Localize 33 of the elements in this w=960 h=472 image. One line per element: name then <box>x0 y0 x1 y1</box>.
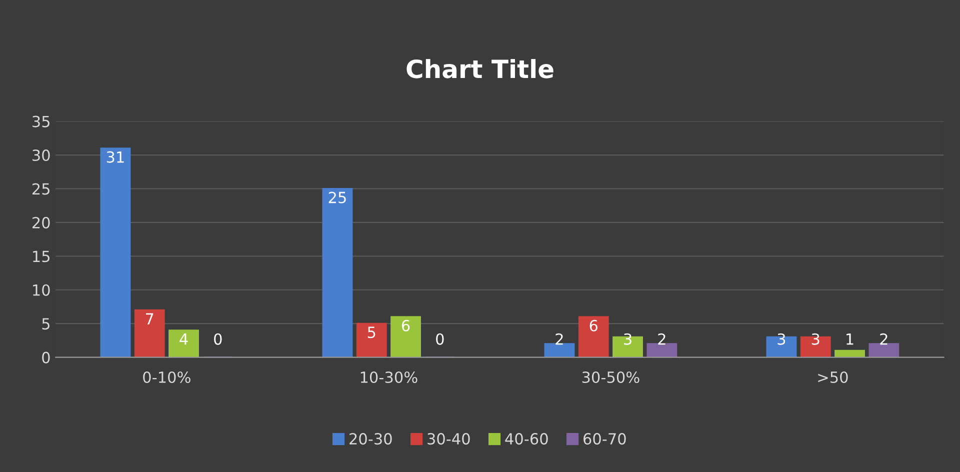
x-tick-label: 0-10% <box>143 371 190 384</box>
data-label: 2 <box>556 333 563 345</box>
y-tick-label: 20 <box>32 216 50 228</box>
data-label: 3 <box>778 333 786 345</box>
legend-label: 20-30 <box>350 433 392 445</box>
data-label: 7 <box>146 313 154 324</box>
x-tick-label: 30-50% <box>582 371 640 384</box>
x-tick-label: >50 <box>818 371 848 384</box>
data-label: 0 <box>214 333 222 345</box>
y-tick-label: 5 <box>42 318 50 330</box>
data-label: 4 <box>180 334 188 345</box>
data-label: 3 <box>624 333 632 345</box>
y-tick-label: 10 <box>33 284 50 296</box>
legend-label: 60-70 <box>584 433 626 445</box>
data-label: 25 <box>328 192 346 204</box>
y-tick-label: 25 <box>32 183 50 195</box>
legend-label: 40-60 <box>505 433 548 445</box>
data-label: 1 <box>846 334 854 345</box>
data-label: 3 <box>812 333 820 345</box>
data-label: 2 <box>880 333 888 345</box>
data-label: 6 <box>402 320 410 332</box>
legend-label: 30-40 <box>428 433 470 445</box>
y-tick-label: 35 <box>32 116 50 128</box>
data-label: 5 <box>368 326 376 338</box>
y-tick-label: 15 <box>33 250 50 262</box>
data-label: 2 <box>658 333 666 345</box>
data-label: 31 <box>106 151 124 163</box>
y-tick-label: 0 <box>42 352 50 364</box>
data-label: 6 <box>590 320 598 332</box>
y-tick-label: 30 <box>32 149 50 162</box>
x-tick-label: 10-30% <box>360 371 418 384</box>
data-label: 0 <box>436 333 444 345</box>
chart-title: Chart Title <box>406 59 554 78</box>
